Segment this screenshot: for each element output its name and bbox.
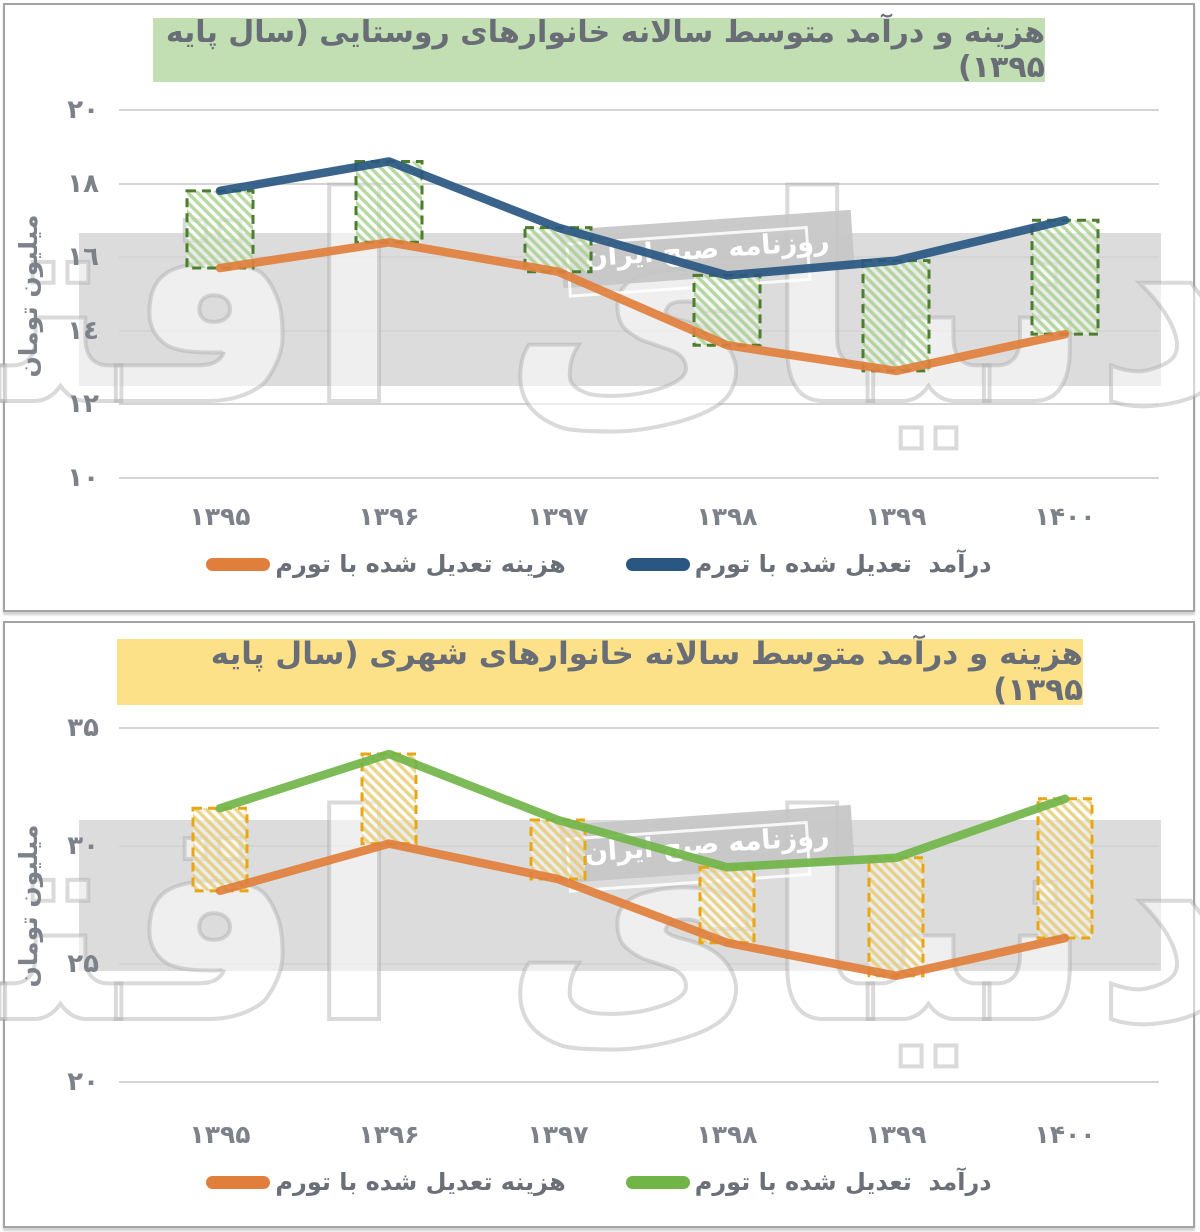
y-tick-label: ۱۸ xyxy=(67,168,99,199)
y-axis-title: میلیون تومان xyxy=(14,824,43,988)
legend-label-expense: هزینه تعدیل شده با تورم xyxy=(275,1168,566,1196)
gridline xyxy=(119,1081,1159,1083)
legend-entry-income: درآمد تعدیل شده با تورم xyxy=(625,550,992,578)
gridline xyxy=(119,476,1159,479)
income-swatch-icon xyxy=(625,1175,690,1189)
legend-entry-expense: هزینه تعدیل شده با تورم xyxy=(206,550,566,578)
expense-swatch-icon xyxy=(206,557,271,571)
y-tick-label: ۲۵ xyxy=(67,949,99,979)
x-axis-label: ۱۳۹۷ xyxy=(527,502,589,531)
legend-label-expense: هزینه تعدیل شده با تورم xyxy=(275,550,566,578)
y-tick-label: ۱۰ xyxy=(67,462,99,493)
newspaper-watermark-tag: روزنامه صبح ایران xyxy=(559,804,855,884)
chart-title-urban: هزینه و درآمد متوسط سالانه خانوارهای شهر… xyxy=(117,636,1083,708)
x-axis-label: ۱۳۹۷ xyxy=(527,1120,589,1149)
y-tick-label: ۱٦ xyxy=(67,242,99,272)
gridline xyxy=(119,109,1159,111)
income-swatch-icon xyxy=(625,557,690,571)
y-tick-label: ۱٤ xyxy=(67,315,99,346)
y-axis-title: میلیون تومان xyxy=(14,214,43,378)
gridline xyxy=(119,727,1159,729)
urban-chart-panel: دنیای اقتصاد روزنامه صبح ایران هزینه و د… xyxy=(0,621,1200,1228)
x-axis-label: ۱۴۰۰ xyxy=(1034,1120,1096,1149)
legend-label-income: درآمد تعدیل شده با تورم xyxy=(694,550,992,578)
expense-swatch-icon xyxy=(206,1175,271,1189)
watermark-tag-label: روزنامه صبح ایران xyxy=(583,224,831,274)
y-tick-label: ۲۰ xyxy=(67,95,99,125)
y-tick-label: ۳۵ xyxy=(67,713,99,743)
x-axis-label: ۱۳۹۹ xyxy=(865,1120,927,1149)
legend-label-income: درآمد تعدیل شده با تورم xyxy=(694,1168,992,1196)
x-axis-label: ۱۳۹۸ xyxy=(696,502,758,531)
legend-entry-expense: هزینه تعدیل شده با تورم xyxy=(206,1168,566,1196)
x-axis-label: ۱۳۹۹ xyxy=(865,502,927,531)
x-axis-label: ۱۳۹۵ xyxy=(189,502,251,531)
y-tick-label: ۱۲ xyxy=(67,389,99,419)
newspaper-watermark-tag: روزنامه صبح ایران xyxy=(559,209,855,289)
gridline xyxy=(119,329,1159,332)
x-axis-label: ۱۳۹۵ xyxy=(189,1120,251,1149)
gridline xyxy=(119,182,1159,185)
legend: هزینه تعدیل شده با تورم درآمد تعدیل شده … xyxy=(5,550,1193,578)
rural-chart-panel: دنیای اقتصاد روزنامه صبح ایران هزینه و د… xyxy=(0,3,1200,612)
x-axis-label: ۱۴۰۰ xyxy=(1034,502,1096,531)
gridline xyxy=(119,963,1159,965)
y-tick-label: ۳۰ xyxy=(67,831,99,861)
x-axis-label: ۱۳۹۶ xyxy=(358,502,420,531)
x-axis-label: ۱۳۹۶ xyxy=(358,1120,420,1149)
watermark-tag-label: روزنامه صبح ایران xyxy=(583,819,831,869)
y-tick-label: ۲۰ xyxy=(67,1067,99,1097)
gap-box xyxy=(354,159,424,244)
x-axis-label: ۱۳۹۸ xyxy=(696,1120,758,1149)
legend: هزینه تعدیل شده با تورم درآمد تعدیل شده … xyxy=(5,1168,1193,1196)
legend-entry-income: درآمد تعدیل شده با تورم xyxy=(625,1168,992,1196)
gridline xyxy=(119,403,1159,405)
chart-title-rural: هزینه و درآمد متوسط سالانه خانوارهای روس… xyxy=(153,15,1045,85)
